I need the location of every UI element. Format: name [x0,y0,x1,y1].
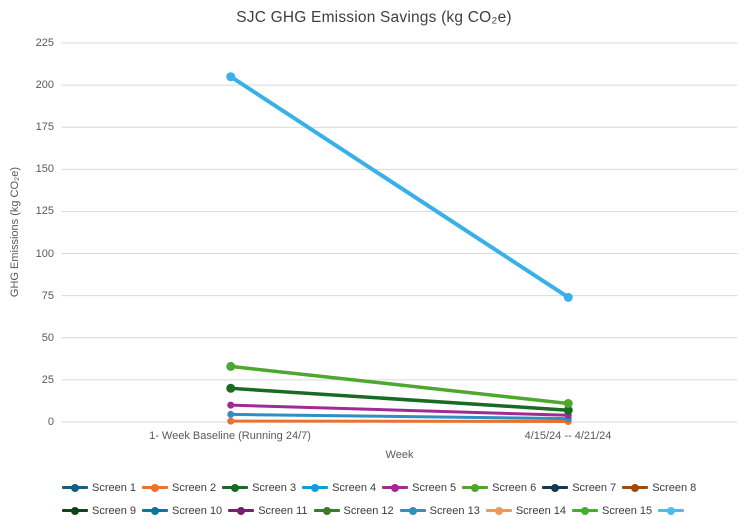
legend: Screen 1 Screen 2 Screen 3 Screen 4 Screen 5… [62,481,726,527]
legend-label: Screen 9 [92,504,137,517]
legend-line-marker-icon [313,506,340,515]
legend-item: Screen 1 [62,481,136,494]
data-point-marker [563,405,573,415]
legend-item: Screen 12 [313,504,394,517]
data-point-marker [227,410,235,418]
legend-line-marker-icon [382,483,409,492]
legend-item [658,504,688,517]
legend-line-marker-icon [62,506,88,515]
x-axis-title: Week [385,449,414,461]
legend-line-marker-icon [302,483,329,492]
data-point-marker [227,417,235,425]
legend-label: Screen 8 [652,481,697,494]
legend-label: Screen 11 [258,504,308,517]
legend-item: Screen 10 [142,504,222,517]
legend-item: Screen 9 [62,504,136,517]
y-tick-label: 100 [35,247,54,260]
legend-item: Screen 8 [622,481,696,494]
legend-label: Screen 15 [601,504,653,517]
y-tick-label: 225 [35,37,54,49]
series-line-magenta-line [229,403,570,417]
y-tick-label: 75 [41,289,54,302]
legend-label: Screen 13 [429,504,480,517]
legend-line-marker-icon [399,506,426,515]
legend-item: Screen 13 [399,504,480,517]
legend-label: Screen 7 [572,481,617,494]
legend-line-marker-icon [142,483,169,492]
legend-label: Screen 6 [492,481,537,494]
chart-title: SJC GHG Emission Savings (kg CO₂e) [236,9,512,26]
data-point-marker [226,361,236,371]
series-line-cyan-line [228,74,571,300]
legend-item: Screen 14 [485,504,566,517]
data-point-marker [227,401,235,409]
legend-label: Screen 3 [252,481,297,494]
legend-item: Screen 2 [142,481,216,494]
legend-line-marker-icon [62,483,88,492]
legend-label: Screen 1 [92,481,137,494]
legend-item: Screen 11 [228,504,308,517]
legend-label: Screen 5 [412,481,457,494]
y-tick-label: 50 [41,331,54,344]
legend-line-marker-icon [228,506,255,515]
legend-line-marker-icon [142,506,169,515]
legend-line-marker-icon [622,483,649,492]
legend-label: Screen 2 [172,481,217,494]
legend-item: Screen 7 [542,481,616,494]
data-point-marker [226,72,236,82]
legend-label: Screen 4 [332,481,377,494]
data-point-marker [563,398,573,408]
y-tick-label: 150 [35,163,54,176]
y-tick-label: 200 [35,79,54,92]
y-tick-label: 0 [47,416,54,428]
legend-line-marker-icon [485,506,512,515]
y-tick-label: 25 [41,373,54,386]
legend-label: Screen 12 [343,504,394,517]
legend-item: Screen 3 [222,481,296,494]
series-line-blue-line [229,412,570,421]
legend-item: Screen 6 [462,481,536,494]
legend-label: Screen 10 [172,504,223,517]
legend-item: Screen 4 [302,481,376,494]
legend-label: Screen 14 [515,504,566,517]
x-tick-label-baseline: 1- Week Baseline (Running 24/7) [149,430,311,442]
x-tick-label-week2: 4/15/24 -- 4/21/24 [524,430,612,442]
legend-item: Screen 5 [382,481,456,494]
series-line-light-green-line [229,364,570,406]
data-point-marker [563,292,573,302]
data-point-marker [226,383,236,393]
legend-line-marker-icon [462,483,489,492]
y-tick-label: 175 [35,121,54,134]
legend-line-marker-icon [542,483,569,492]
legend-item: Screen 15 [571,504,653,517]
legend-line-marker-icon [571,506,598,515]
legend-line-marker-icon [658,506,685,515]
y-tick-label: 125 [35,205,54,218]
series-line-dark-green-line [229,386,570,412]
legend-line-marker-icon [222,483,249,492]
